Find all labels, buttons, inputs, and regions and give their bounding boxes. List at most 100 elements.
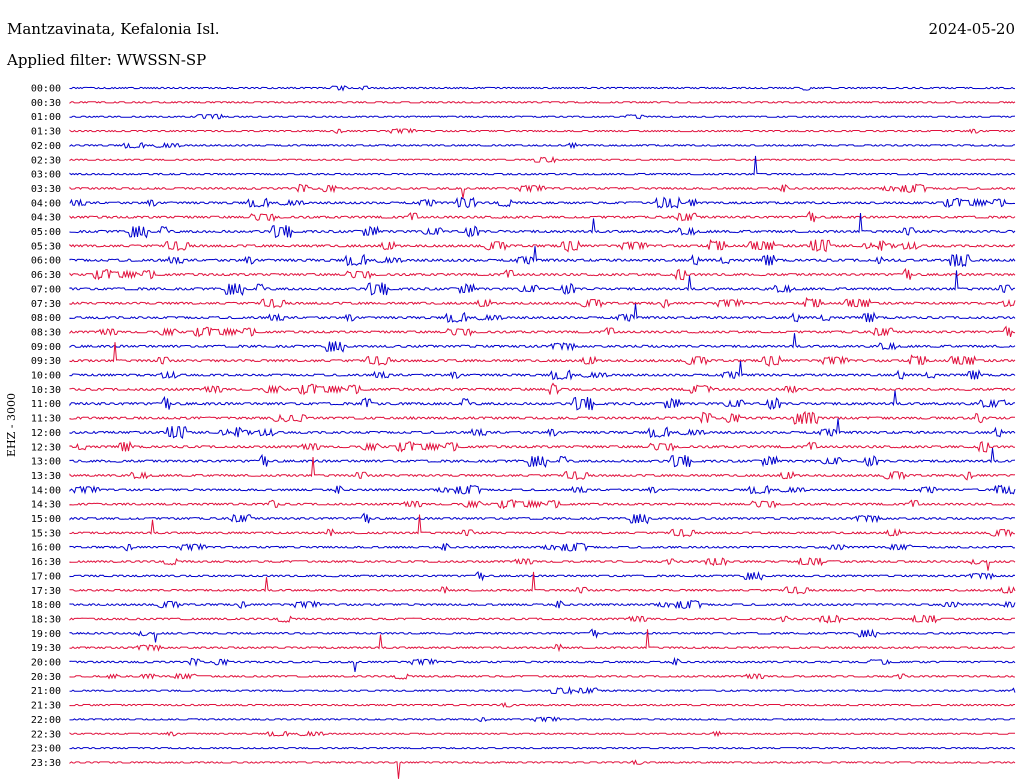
trace-row [69, 127, 1015, 135]
trace-row [69, 239, 1016, 253]
trace-row [69, 361, 1016, 381]
trace-row [69, 85, 1016, 92]
row-time-label: 12:30 [31, 442, 61, 453]
trace-row [69, 672, 1016, 680]
trace-row [69, 155, 1015, 164]
row-time-label: 08:30 [31, 327, 61, 338]
row-time-label: 22:30 [31, 729, 61, 740]
row-time-label: 16:00 [31, 543, 61, 554]
trace-row [69, 571, 1016, 595]
row-time-label: 08:00 [31, 313, 61, 324]
trace-row [69, 512, 1016, 525]
trace-row [69, 628, 1015, 643]
trace-row [69, 418, 1016, 440]
trace-row [69, 196, 1016, 209]
row-time-label: 03:30 [31, 184, 61, 195]
trace-row [69, 656, 1016, 672]
trace-row [69, 410, 1015, 425]
row-time-label: 22:00 [31, 715, 61, 726]
row-time-label: 18:00 [31, 600, 61, 611]
row-time-label: 20:00 [31, 658, 61, 669]
row-time-label: 11:30 [31, 414, 61, 425]
row-time-label: 10:00 [31, 371, 61, 382]
row-time-label: 01:00 [31, 112, 61, 123]
trace-row [69, 701, 1015, 708]
row-time-label: 23:30 [31, 758, 61, 769]
row-time-label: 19:00 [31, 629, 61, 640]
trace-row [69, 141, 1016, 150]
trace-row [69, 557, 1016, 571]
row-time-label: 06:00 [31, 256, 61, 267]
row-time-label: 17:00 [31, 571, 61, 582]
row-time-label: 15:30 [31, 528, 61, 539]
trace-row [69, 246, 1016, 268]
trace-row [69, 303, 1016, 323]
trace-row [69, 571, 1016, 582]
row-time-label: 20:30 [31, 672, 61, 683]
trace-row [69, 390, 1016, 411]
trace-row [69, 382, 1016, 396]
row-time-label: 09:00 [31, 342, 61, 353]
trace-row [69, 447, 1016, 468]
trace-row [69, 183, 1016, 199]
y-axis-label: EHZ - 3000 [5, 393, 18, 457]
row-time-label: 18:30 [31, 614, 61, 625]
row-time-label: 00:00 [31, 84, 61, 95]
row-time-label: 05:00 [31, 227, 61, 238]
row-time-label: 19:30 [31, 643, 61, 654]
trace-row [69, 484, 1016, 495]
trace-row [69, 297, 1016, 309]
station-title: Mantzavinata, Kefalonia Isl. [7, 20, 220, 38]
row-time-label: 14:00 [31, 485, 61, 496]
row-time-label: 12:00 [31, 428, 61, 439]
trace-row [69, 599, 1016, 610]
trace-row [69, 113, 1016, 120]
row-time-label: 07:00 [31, 284, 61, 295]
row-time-label: 03:00 [31, 170, 61, 181]
row-time-label: 15:00 [31, 514, 61, 525]
trace-row [69, 456, 1016, 481]
trace-row [69, 759, 1016, 779]
trace-row [69, 614, 1015, 624]
row-time-label: 17:30 [31, 586, 61, 597]
trace-row [69, 212, 1016, 239]
trace-row [69, 730, 1015, 738]
trace-row [69, 716, 1016, 723]
row-time-label: 09:30 [31, 356, 61, 367]
trace-row [69, 270, 1016, 296]
row-time-label: 11:00 [31, 399, 61, 410]
row-time-label: 16:30 [31, 557, 61, 568]
trace-row [69, 499, 1016, 510]
trace-row [69, 440, 1015, 453]
row-time-label: 01:30 [31, 127, 61, 138]
trace-row [69, 267, 1016, 281]
row-time-label: 00:30 [31, 98, 61, 109]
filter-label: Applied filter: WWSSN-SP [7, 51, 207, 69]
row-time-label: 05:30 [31, 241, 61, 252]
row-time-label: 02:00 [31, 141, 61, 152]
trace-row [69, 746, 1015, 750]
row-time-label: 21:30 [31, 701, 61, 712]
row-time-label: 02:30 [31, 155, 61, 166]
trace-row [69, 101, 1016, 104]
trace-row [69, 542, 1016, 552]
row-time-label: 04:00 [31, 198, 61, 209]
trace-row [69, 342, 1016, 367]
row-time-label: 04:30 [31, 213, 61, 224]
row-time-label: 13:00 [31, 457, 61, 468]
date-label: 2024-05-20 [928, 20, 1015, 38]
row-time-label: 10:30 [31, 385, 61, 396]
row-time-label: 21:00 [31, 686, 61, 697]
trace-row [69, 514, 1016, 538]
row-time-label: 14:30 [31, 500, 61, 511]
trace-row [69, 629, 1016, 653]
row-time-label: 23:00 [31, 744, 61, 755]
trace-row [69, 210, 1016, 223]
trace-row [69, 686, 1016, 696]
trace-row [69, 325, 1016, 338]
row-labels: 00:00 00:30 01:00 01:30 02:00 02:30 03:00 03:30… [31, 84, 61, 769]
trace-row [69, 333, 1016, 353]
row-time-label: 06:30 [31, 270, 61, 281]
row-time-label: 07:30 [31, 299, 61, 310]
